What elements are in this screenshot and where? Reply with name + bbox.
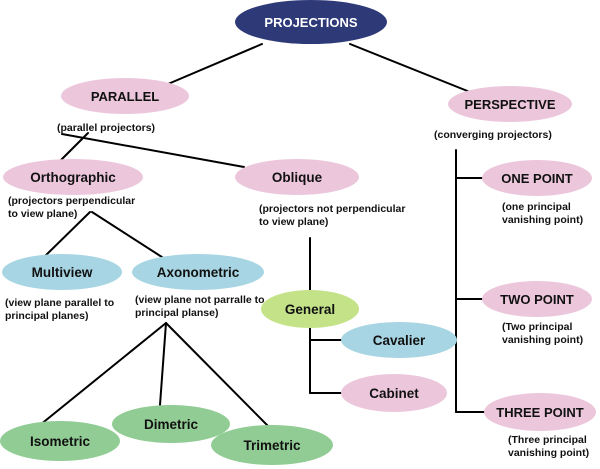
trimetric-label: Trimetric <box>243 438 301 453</box>
axonometric-label: Axonometric <box>157 265 240 280</box>
three-point-note-line1: (Three principal <box>508 434 587 446</box>
edge-orthographic-axonometric <box>91 211 166 260</box>
multiview-note-line2: principal planes) <box>5 310 88 322</box>
isometric-ellipse <box>0 421 120 461</box>
cabinet-label: Cabinet <box>369 386 419 401</box>
orthographic-label: Orthographic <box>30 170 116 185</box>
node-two-point: TWO POINT (Two principal vanishing point… <box>482 281 592 346</box>
cavalier-ellipse <box>341 322 457 358</box>
perspective-label: PERSPECTIVE <box>464 97 555 112</box>
axonometric-note-line2: principal planse) <box>135 307 218 319</box>
axonometric-ellipse <box>132 254 264 290</box>
perspective-note: (converging projectors) <box>434 129 552 141</box>
general-ellipse <box>261 290 359 328</box>
two-point-note-line2: vanishing point) <box>502 334 583 346</box>
three-point-label: THREE POINT <box>496 405 583 420</box>
three-point-note-line2: vanishing point) <box>508 447 589 459</box>
oblique-note-line2: to view plane) <box>259 216 328 228</box>
oblique-note-line1: (projectors not perpendicular <box>259 203 405 215</box>
edge-axonometric-trimetric <box>165 322 269 427</box>
node-perspective: PERSPECTIVE (converging projectors) <box>434 86 572 141</box>
node-projections: PROJECTIONS <box>235 0 387 44</box>
node-oblique: Oblique (projectors not perpendicular to… <box>235 159 405 228</box>
node-cavalier: Cavalier <box>341 322 457 358</box>
dimetric-ellipse <box>112 405 230 443</box>
one-point-label: ONE POINT <box>501 171 573 186</box>
node-dimetric: Dimetric <box>112 405 230 443</box>
edge-axonometric-isometric <box>39 322 167 426</box>
edge-orthographic-multiview <box>41 211 91 260</box>
multiview-ellipse <box>2 254 122 290</box>
node-orthographic: Orthographic (projectors perpendicular t… <box>3 159 143 220</box>
two-point-label: TWO POINT <box>500 292 574 307</box>
projections-ellipse <box>235 0 387 44</box>
edge-root-perspective <box>349 43 471 93</box>
isometric-label: Isometric <box>30 434 91 449</box>
one-point-note-line1: (one principal <box>502 201 571 213</box>
node-general: General <box>261 290 359 328</box>
connector-lines <box>39 43 487 427</box>
edge-axonometric-dimetric <box>159 322 167 406</box>
perspective-ellipse <box>448 86 572 122</box>
oblique-label: Oblique <box>272 170 323 185</box>
node-axonometric: Axonometric (view plane not parralle to … <box>132 254 265 319</box>
multiview-note-line1: (view plane parallel to <box>5 297 114 309</box>
orthographic-ellipse <box>3 159 143 195</box>
three-point-ellipse <box>484 393 596 431</box>
parallel-label: PARALLEL <box>91 89 159 104</box>
orthographic-note-line1: (projectors perpendicular <box>8 195 135 207</box>
node-one-point: ONE POINT (one principal vanishing point… <box>482 160 592 226</box>
cavalier-label: Cavalier <box>373 333 426 348</box>
node-isometric: Isometric <box>0 421 120 461</box>
multiview-label: Multiview <box>32 265 93 280</box>
node-parallel: PARALLEL (parallel projectors) <box>57 78 189 134</box>
two-point-note-line1: (Two principal <box>502 321 572 333</box>
one-point-ellipse <box>482 160 592 196</box>
parallel-ellipse <box>61 78 189 114</box>
edge-parallel-oblique <box>61 133 245 168</box>
projections-label: PROJECTIONS <box>264 15 358 30</box>
one-point-note-line2: vanishing point) <box>502 214 583 226</box>
parallel-note: (parallel projectors) <box>57 122 155 134</box>
node-cabinet: Cabinet <box>341 374 447 412</box>
axonometric-note-line1: (view plane not parralle to <box>135 294 265 306</box>
oblique-ellipse <box>235 159 359 195</box>
node-three-point: THREE POINT (Three principal vanishing p… <box>484 393 596 459</box>
general-label: General <box>285 302 335 317</box>
cabinet-ellipse <box>341 374 447 412</box>
node-multiview: Multiview (view plane parallel to princi… <box>2 254 122 322</box>
node-trimetric: Trimetric <box>211 425 333 465</box>
trimetric-ellipse <box>211 425 333 465</box>
dimetric-label: Dimetric <box>144 417 199 432</box>
edge-root-parallel <box>167 43 263 85</box>
two-point-ellipse <box>482 281 592 317</box>
orthographic-note-line2: to view plane) <box>8 208 77 220</box>
